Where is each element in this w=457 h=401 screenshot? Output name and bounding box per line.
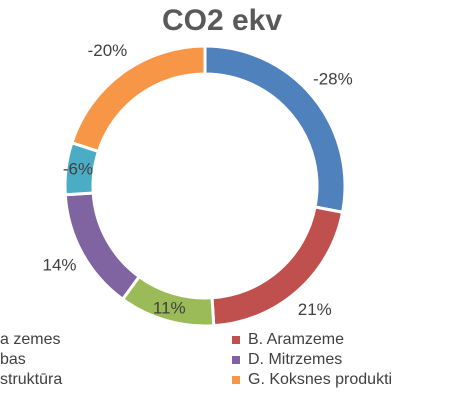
value-label: -20% <box>88 41 128 60</box>
chart-title: CO2 ekv <box>162 4 282 37</box>
value-label: -28% <box>313 70 353 89</box>
legend-label: bas <box>0 351 26 368</box>
value-label: -6% <box>63 159 93 178</box>
value-label: 14% <box>43 255 77 274</box>
legend-marker <box>232 336 240 344</box>
legend-label: a zemes <box>0 331 60 348</box>
legend-marker <box>232 376 240 384</box>
legend-label: D. Mitrzemes <box>248 351 342 368</box>
legend-marker <box>232 356 240 364</box>
legend-label: G. Koksnes produkti <box>248 371 392 388</box>
legend-label: B. Aramzeme <box>248 331 344 348</box>
value-label: 11% <box>153 298 186 317</box>
donut-slice <box>63 191 142 302</box>
value-label: 21% <box>298 300 332 319</box>
donut-slice <box>69 44 207 154</box>
legend-label: struktūra <box>0 371 62 388</box>
